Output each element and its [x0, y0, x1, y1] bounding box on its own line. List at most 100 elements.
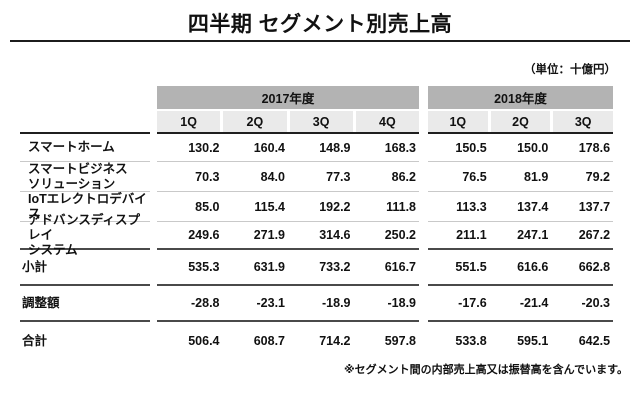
unit-note: （単位：十億円）	[524, 64, 616, 76]
title-divider	[10, 40, 630, 42]
row-label: スマートホーム	[20, 134, 150, 162]
year-header-row: 2017年度 2018年度	[20, 86, 613, 109]
row-label: アドバンスディスプレイ システム	[20, 213, 150, 257]
value-cell: -18.9	[322, 296, 351, 310]
value-cell: 84.0	[260, 169, 285, 184]
value-cell: 137.7	[578, 199, 611, 214]
row-label-line: システム	[28, 242, 78, 257]
row-label-line: スマートホーム	[28, 140, 115, 154]
quarter-header: 3Q	[553, 111, 614, 132]
value-cell: 267.2	[578, 228, 611, 242]
table-row-subtotal: 小計 535.3 631.9 733.2 616.7 551.5 616.6 6…	[20, 250, 613, 286]
table-row-advanced-display: アドバンスディスプレイ システム 249.6 271.9 314.6 250.2…	[20, 213, 613, 257]
quarter-headers-2018: 1Q 2Q 3Q	[428, 111, 614, 134]
value-cell: 714.2	[319, 334, 351, 348]
value-cell: 168.3	[384, 140, 416, 155]
row-label-line: アドバンスディスプレイ	[28, 212, 141, 242]
row-label: IoTエレクトロデバイス	[20, 192, 150, 222]
value-cell: 70.3	[195, 169, 220, 184]
value-cell: 76.5	[462, 169, 487, 184]
values-2017: 249.6 271.9 314.6 250.2	[157, 222, 419, 250]
values-2018: 150.5 150.0 178.6	[428, 134, 613, 162]
header-label-spacer	[20, 111, 150, 134]
values-2018: 76.5 81.9 79.2	[428, 162, 613, 192]
quarter-header: 1Q	[157, 111, 221, 132]
value-cell: 662.8	[578, 260, 611, 274]
value-cell: 192.2	[319, 199, 351, 214]
value-cell: 271.9	[253, 228, 285, 242]
value-cell: -17.6	[458, 296, 487, 310]
row-label: 合計	[20, 322, 150, 360]
value-cell: -21.4	[519, 296, 549, 310]
values-2017: 535.3 631.9 733.2 616.7	[157, 250, 419, 286]
value-cell: 533.8	[455, 334, 487, 348]
value-cell: -20.3	[581, 296, 611, 310]
row-label-line: 調整額	[22, 295, 60, 310]
quarter-header: 3Q	[289, 111, 353, 132]
value-cell: 115.4	[254, 199, 285, 214]
values-2018: 551.5 616.6 662.8	[428, 250, 613, 286]
value-cell: 642.5	[578, 334, 611, 348]
value-cell: 79.2	[585, 169, 611, 184]
table-row-smart-business: スマートビジネス ソリューション 70.3 84.0 77.3 86.2 76.…	[20, 162, 613, 192]
value-cell: 148.9	[319, 140, 351, 155]
year-group-2018: 2018年度	[428, 86, 613, 109]
value-cell: 81.9	[524, 169, 549, 184]
value-cell: 247.1	[517, 228, 549, 242]
header-label-spacer	[20, 86, 150, 109]
year-header-2017: 2017年度	[157, 86, 419, 109]
slide: 四半期 セグメント別売上高 （単位：十億円） 2017年度 2018年度 1Q …	[0, 10, 640, 377]
value-cell: 616.7	[384, 260, 416, 274]
value-cell: -28.8	[191, 296, 220, 310]
value-cell: 608.7	[253, 334, 285, 348]
value-cell: 111.8	[386, 199, 416, 214]
value-cell: 113.3	[456, 199, 487, 214]
value-cell: -23.1	[256, 296, 286, 310]
row-label-line: 小計	[22, 259, 48, 274]
values-2018: -17.6 -21.4 -20.3	[428, 286, 613, 322]
values-2018: 113.3 137.4 137.7	[428, 192, 613, 222]
row-label-line: 合計	[22, 333, 48, 348]
value-cell: -18.9	[387, 296, 417, 310]
row-label-line: ソリューション	[28, 176, 116, 191]
row-label: 小計	[20, 250, 150, 286]
value-cell: 178.6	[578, 140, 611, 155]
values-2017: 85.0 115.4 192.2 111.8	[157, 192, 419, 222]
value-cell: 250.2	[384, 228, 416, 242]
row-label: スマートビジネス ソリューション	[20, 162, 150, 192]
value-cell: 597.8	[384, 334, 416, 348]
values-2017: 506.4 608.7 714.2 597.8	[157, 322, 419, 360]
value-cell: 150.0	[517, 140, 549, 155]
value-cell: 314.6	[319, 228, 351, 242]
value-cell: 535.3	[188, 260, 220, 274]
segment-sales-table: 2017年度 2018年度 1Q 2Q 3Q 4Q 1Q 2Q 3Q	[20, 86, 614, 360]
values-2018: 533.8 595.1 642.5	[428, 322, 613, 360]
year-header-2018: 2018年度	[428, 86, 613, 109]
value-cell: 595.1	[517, 334, 549, 348]
value-cell: 249.6	[188, 228, 220, 242]
value-cell: 150.5	[455, 140, 487, 155]
value-cell: 733.2	[319, 260, 351, 274]
page-title: 四半期 セグメント別売上高	[187, 13, 453, 36]
row-label-line: スマートビジネス	[28, 161, 128, 176]
values-2018: 211.1 247.1 267.2	[428, 222, 613, 250]
value-cell: 551.5	[455, 260, 487, 274]
table-row-smart-home: スマートホーム 130.2 160.4 148.9 168.3 150.5 15…	[20, 134, 613, 162]
quarter-header: 1Q	[428, 111, 488, 132]
value-cell: 77.3	[326, 169, 351, 184]
quarter-headers-2017: 1Q 2Q 3Q 4Q	[157, 111, 419, 134]
value-cell: 631.9	[253, 260, 285, 274]
value-cell: 506.4	[188, 334, 220, 348]
value-cell: 86.2	[391, 169, 416, 184]
value-cell: 85.0	[195, 199, 220, 214]
year-group-2017: 2017年度	[157, 86, 419, 109]
table-row-iot-devices: IoTエレクトロデバイス 85.0 115.4 192.2 111.8 113.…	[20, 192, 613, 222]
value-cell: 160.4	[253, 140, 285, 155]
value-cell: 130.2	[188, 140, 220, 155]
table-row-adjustments: 調整額 -28.8 -23.1 -18.9 -18.9 -17.6 -21.4 …	[20, 286, 613, 322]
table-row-total: 合計 506.4 608.7 714.2 597.8 533.8 595.1 6…	[20, 322, 613, 360]
values-2017: 130.2 160.4 148.9 168.3	[157, 134, 419, 162]
value-cell: 616.6	[517, 260, 549, 274]
value-cell: 211.1	[456, 228, 487, 242]
values-2017: 70.3 84.0 77.3 86.2	[157, 162, 419, 192]
